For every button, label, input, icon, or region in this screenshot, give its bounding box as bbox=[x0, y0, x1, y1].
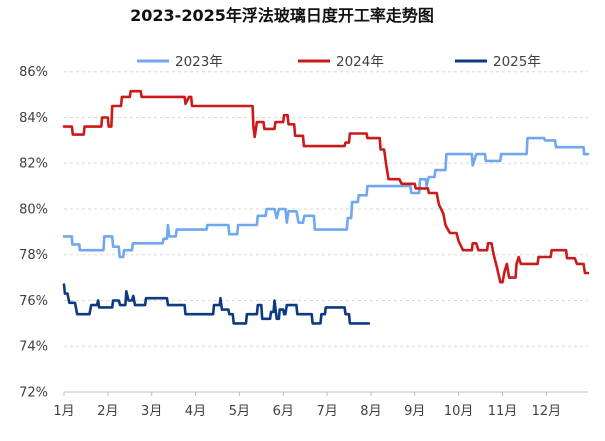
y-axis: 72% 74% 76% 78% 80% 82% 84% 86% bbox=[19, 65, 48, 400]
y-tick-label: 82% bbox=[19, 157, 48, 172]
x-tick-label: 7月 bbox=[316, 404, 337, 419]
x-tick-label: 12月 bbox=[532, 404, 562, 419]
x-tick-label: 6月 bbox=[273, 404, 294, 419]
x-tick-label: 8月 bbox=[360, 404, 381, 419]
y-tick-label: 86% bbox=[19, 65, 48, 80]
chart-title: 2023-2025年浮法玻璃日度开工率走势图 bbox=[130, 6, 434, 25]
x-tick-label: 11月 bbox=[488, 404, 518, 419]
y-tick-label: 74% bbox=[19, 340, 48, 355]
x-tick-label: 9月 bbox=[404, 404, 425, 419]
y-tick-label: 78% bbox=[19, 248, 48, 263]
series-line-1 bbox=[62, 136, 590, 259]
x-tick-label: 3月 bbox=[141, 404, 162, 419]
x-tick-label: 1月 bbox=[53, 404, 74, 419]
y-tick-label: 84% bbox=[19, 111, 48, 126]
series-lines bbox=[62, 89, 590, 325]
y-tick-label: 80% bbox=[19, 202, 48, 217]
legend: 2023年 2024年 2025年 bbox=[137, 54, 541, 70]
legend-label: 2025年 bbox=[493, 54, 541, 70]
x-tick-label: 5月 bbox=[229, 404, 250, 419]
y-tick-label: 76% bbox=[19, 294, 48, 309]
x-tick-label: 2月 bbox=[97, 404, 118, 419]
series-line-3 bbox=[62, 283, 371, 325]
x-tick-label: 4月 bbox=[185, 404, 206, 419]
x-tick-label: 10月 bbox=[444, 404, 474, 419]
series-line-2 bbox=[62, 89, 590, 284]
legend-label: 2023年 bbox=[175, 54, 223, 70]
x-axis: 1月 2月 3月 4月 5月 6月 7月 8月 9月 10月 11月 12月 bbox=[53, 391, 588, 419]
y-tick-label: 72% bbox=[19, 386, 48, 401]
legend-label: 2024年 bbox=[336, 54, 384, 70]
